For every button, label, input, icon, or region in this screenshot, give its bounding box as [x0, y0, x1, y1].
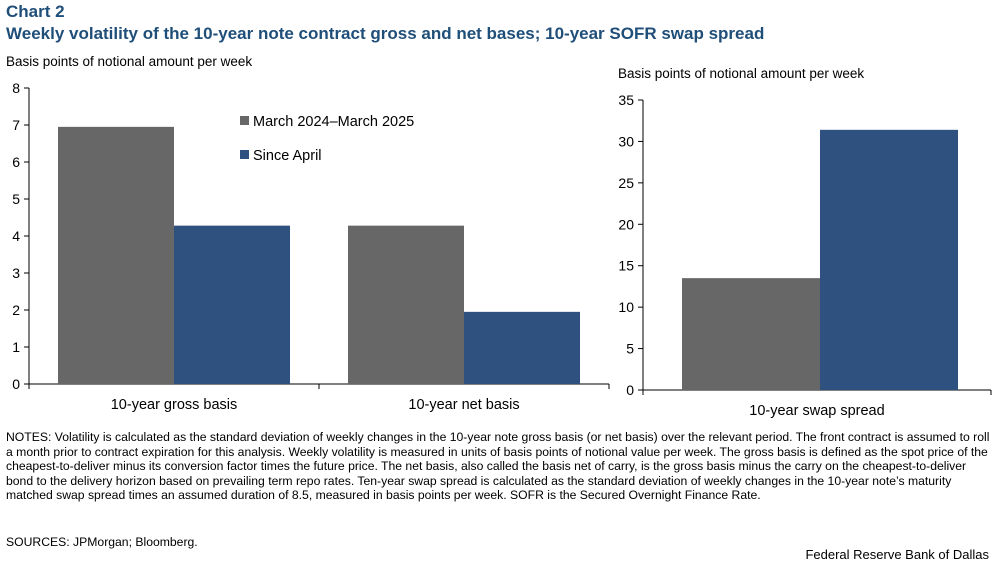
left-y-tick-label: 6 — [12, 154, 20, 170]
right-y-tick-label: 20 — [618, 216, 634, 232]
left-category-label: 10-year net basis — [408, 397, 519, 413]
left-y-tick-label: 1 — [12, 339, 20, 355]
sources-text: SOURCES: JPMorgan; Bloomberg. — [6, 535, 198, 549]
charts-canvas: 0 1 2 3 4 5 6 7 8 10-year gross basis 10-year net … — [12, 80, 992, 419]
right-bar-since-april — [820, 129, 958, 391]
legend-swatch-2 — [240, 150, 249, 159]
footer-credit: Federal Reserve Bank of Dallas — [805, 547, 989, 562]
left-y-tick-label: 2 — [12, 302, 20, 318]
legend-label-1: March 2024–March 2025 — [253, 114, 414, 130]
left-y-tick-label: 5 — [12, 191, 20, 207]
notes-text: NOTES: Volatility is calculated as the s… — [6, 430, 990, 503]
chart-number: Chart 2 — [6, 2, 65, 21]
left-bar-since-april — [174, 225, 290, 384]
chart-title: Weekly volatility of the 10-year note co… — [6, 24, 765, 43]
left-bar-since-april — [464, 311, 580, 384]
right-bar-march2024-march2025 — [682, 278, 820, 390]
left-y-tick-label: 0 — [12, 376, 20, 392]
legend-swatch-1 — [240, 116, 249, 125]
right-chart-unit-label: Basis points of notional amount per week — [618, 66, 865, 81]
left-y-tick-label: 3 — [12, 265, 20, 281]
right-y-tick-label: 10 — [618, 299, 634, 315]
left-chart-unit-label: Basis points of notional amount per week — [6, 54, 253, 69]
left-category-label: 10-year gross basis — [111, 397, 238, 413]
left-bar-march2024-march2025 — [348, 225, 464, 384]
right-y-tick-label: 15 — [618, 258, 634, 274]
left-bar-march2024-march2025 — [58, 126, 174, 384]
right-category-label: 10-year swap spread — [749, 403, 884, 419]
left-y-tick-label: 7 — [12, 117, 20, 133]
right-y-tick-label: 35 — [618, 92, 634, 108]
left-y-tick-label: 4 — [12, 228, 20, 244]
right-y-tick-label: 30 — [618, 133, 634, 149]
right-y-tick-label: 5 — [626, 341, 634, 357]
left-y-tick-label: 8 — [12, 80, 20, 96]
right-y-tick-label: 0 — [626, 382, 634, 398]
right-y-tick-label: 25 — [618, 175, 634, 191]
legend-label-2: Since April — [253, 148, 322, 164]
